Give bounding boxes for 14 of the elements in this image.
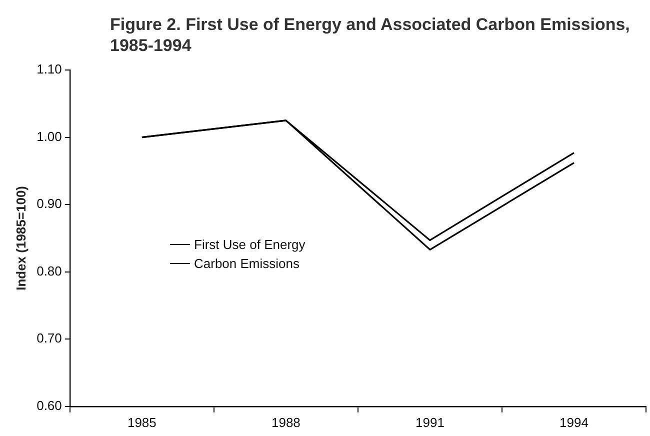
x-tick-label: 1985: [127, 414, 156, 430]
x-tick-label: 1988: [271, 414, 300, 430]
chart-title: Figure 2. First Use of Energy and Associated Carbon Emissions, 1985-1994: [110, 14, 630, 56]
legend-label: Carbon Emissions: [194, 255, 300, 273]
y-axis-title: Index (1985=100): [13, 186, 28, 290]
y-tick-label: 0.70: [36, 330, 62, 346]
y-tick-label: 0.60: [36, 398, 62, 413]
y-tick-label: 1.10: [36, 62, 62, 77]
x-tick-label: 1994: [560, 414, 588, 430]
y-tick-label: 0.90: [36, 196, 62, 212]
x-tick-label: 1991: [416, 414, 444, 430]
y-tick-label: 1.00: [36, 128, 62, 144]
y-tick-label: 0.80: [36, 263, 62, 278]
legend-label: First Use of Energy: [194, 236, 306, 254]
